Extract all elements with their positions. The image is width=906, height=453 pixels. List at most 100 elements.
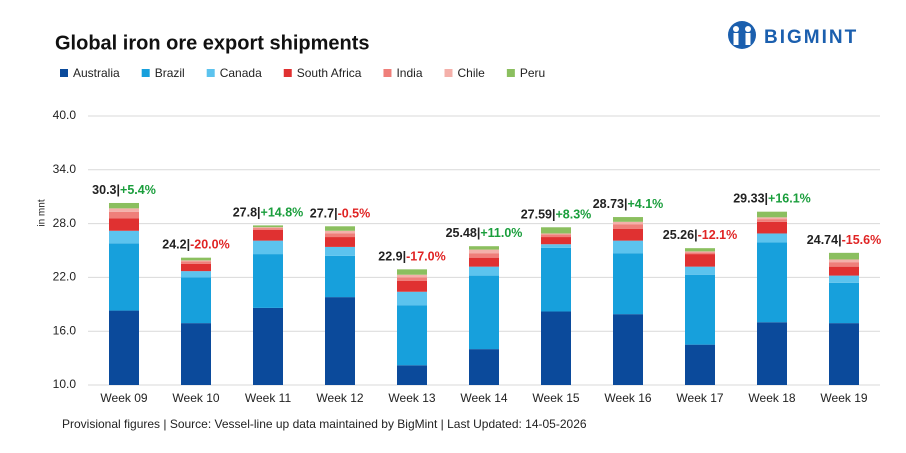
bar-segment (469, 246, 499, 250)
total-value: 24.2 (162, 238, 186, 252)
bar-segment (181, 263, 211, 272)
bar-segment (325, 230, 355, 234)
total-label: 27.8|+14.8% (233, 206, 304, 220)
legend-label: Peru (520, 66, 545, 80)
bar-segment (469, 266, 499, 276)
bar-segment (253, 228, 283, 230)
bar-segment (469, 349, 499, 385)
chart-title: Global iron ore export shipments (55, 32, 370, 54)
bar-segment (325, 233, 355, 238)
footnote: Provisional figures | Source: Vessel-lin… (62, 417, 587, 431)
bar-segment (613, 228, 643, 241)
change-label: +4.1% (627, 197, 663, 211)
legend-label: South Africa (297, 66, 362, 80)
legend-swatch (60, 69, 68, 77)
bar-segment (181, 261, 211, 264)
bar-segment (541, 233, 571, 235)
total-value: 24.74 (807, 233, 838, 247)
bar-segment (829, 259, 859, 263)
change-label: +8.3% (555, 208, 591, 222)
bar-segment (397, 274, 427, 278)
logo-icon (728, 21, 756, 49)
total-value: 27.59 (521, 208, 552, 222)
total-label: 24.74|-15.6% (807, 233, 881, 247)
y-tick-label: 28.0 (53, 216, 77, 230)
bar-segment (109, 202, 139, 209)
total-label: 24.2|-20.0% (162, 238, 229, 252)
total-label: 28.73|+4.1% (593, 197, 664, 211)
separator: | (624, 197, 628, 211)
bar-segment (109, 208, 139, 212)
bar-segment (253, 225, 283, 228)
bar-segment (757, 322, 787, 385)
bar-segment (397, 269, 427, 275)
x-tick-label: Week 12 (316, 391, 363, 405)
bar-segment (685, 266, 715, 275)
bar-segment (829, 266, 859, 276)
total-value: 27.7 (310, 207, 334, 221)
separator: | (477, 226, 481, 240)
bar-segment (253, 227, 283, 229)
separator: | (257, 206, 261, 220)
bar-segment (253, 307, 283, 385)
total-label: 25.48|+11.0% (446, 226, 523, 240)
separator: | (117, 183, 121, 197)
bar-segment (757, 221, 787, 234)
bar-segment (109, 211, 139, 219)
bar-segment (757, 233, 787, 243)
bar-segment (757, 211, 787, 218)
bar-segment (397, 365, 427, 385)
total-value: 28.73 (593, 197, 624, 211)
bar-segment (397, 291, 427, 306)
bar-segment (109, 243, 139, 311)
change-label: -15.6% (842, 233, 882, 247)
change-label: -20.0% (190, 238, 230, 252)
bar-segment (109, 310, 139, 385)
separator: | (403, 250, 407, 264)
bar-segment (613, 240, 643, 254)
total-label: 27.59|+8.3% (521, 208, 592, 222)
bar-segment (181, 323, 211, 385)
bar-segment (541, 244, 571, 248)
bar-segment (181, 257, 211, 261)
bar-segment (685, 344, 715, 385)
y-tick-label: 16.0 (53, 323, 77, 337)
bar-segment (829, 252, 859, 260)
separator: | (552, 208, 556, 222)
bar-segment (253, 254, 283, 308)
bar-segment (829, 262, 859, 267)
change-label: +5.4% (120, 183, 156, 197)
bar-segment (541, 311, 571, 385)
bar-segment (541, 247, 571, 312)
total-value: 27.8 (233, 206, 257, 220)
separator: | (334, 207, 338, 221)
bar-segment (109, 218, 139, 231)
y-tick-label: 34.0 (53, 162, 77, 176)
bar-segment (325, 237, 355, 247)
bar-segment (325, 226, 355, 231)
legend-swatch (506, 69, 515, 77)
x-tick-label: Week 11 (245, 391, 292, 405)
x-tick-label: Week 09 (100, 391, 147, 405)
bar-segment (181, 277, 211, 324)
separator: | (838, 233, 842, 247)
bar-segment (541, 234, 571, 238)
y-tick-label: 10.0 (53, 377, 77, 391)
bar-segment (469, 253, 499, 258)
bar-segment (469, 257, 499, 267)
legend-swatch (444, 69, 453, 77)
bar-segment (685, 251, 715, 253)
legend-label: Canada (220, 66, 262, 80)
bar-segment (685, 252, 715, 255)
bar-segment (613, 224, 643, 229)
total-label: 29.33|+16.1% (733, 192, 811, 206)
bar-segment (109, 230, 139, 244)
total-label: 30.3|+5.4% (92, 183, 156, 197)
bar-segment (397, 305, 427, 366)
total-value: 30.3 (92, 183, 116, 197)
x-tick-label: Week 14 (460, 391, 507, 405)
bar-segment (253, 229, 283, 241)
x-tick-label: Week 19 (820, 391, 867, 405)
x-tick-label: Week 15 (532, 391, 579, 405)
